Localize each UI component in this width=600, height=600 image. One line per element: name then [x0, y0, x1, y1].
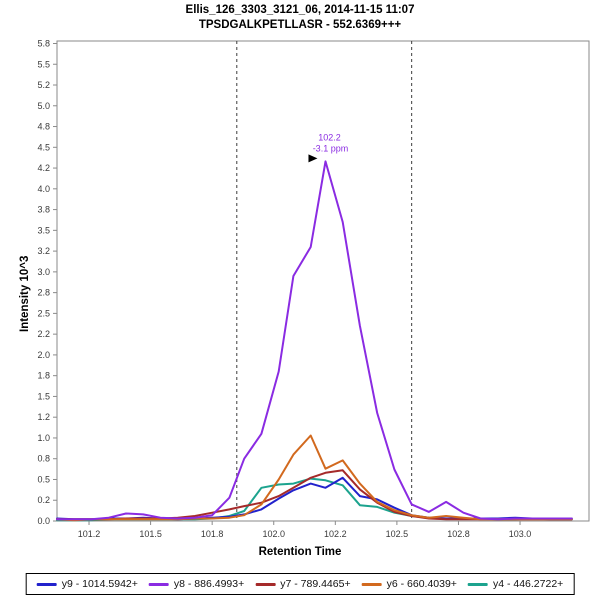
legend-label: y4 - 446.2722+ [492, 578, 564, 590]
y-tick-label: 5.5 [37, 59, 50, 69]
y-tick-label: 3.0 [37, 267, 50, 277]
y-tick-label: 4.0 [37, 184, 50, 194]
legend-line-swatch-icon [361, 582, 382, 586]
y-tick-label: 5.0 [37, 101, 50, 111]
y-tick-label: 3.8 [37, 205, 50, 215]
y-tick-label: 0.5 [37, 474, 50, 484]
legend-label: y9 - 1014.5942+ [61, 578, 138, 590]
y-tick-label: 4.5 [37, 142, 50, 152]
peak-ppm-annotation: -3.1 ppm [313, 143, 349, 153]
y-tick-label: 5.2 [37, 80, 50, 90]
x-axis-label: Retention Time [258, 546, 342, 558]
y-tick-label: 1.8 [37, 371, 50, 381]
x-tick-label: 103.0 [509, 529, 532, 539]
peak-pointer-icon [308, 154, 318, 163]
chart-subtitle: TPSDGALKPETLLASR - 552.6369+++ [198, 19, 402, 31]
trace-y8 [56, 160, 573, 521]
legend-label: y7 - 789.4465+ [280, 578, 351, 590]
legend-item-y4: y4 - 446.2722+ [467, 578, 564, 590]
x-tick-label: 102.2 [324, 529, 347, 539]
x-tick-label: 102.8 [447, 529, 470, 539]
legend-item-y9: y9 - 1014.5942+ [36, 578, 138, 590]
x-tick-label: 102.0 [262, 529, 285, 539]
legend-label: y6 - 660.4039+ [386, 578, 457, 590]
x-tick-label: 101.5 [139, 529, 162, 539]
y-tick-label: 0.8 [37, 454, 50, 464]
legend-line-swatch-icon [467, 582, 488, 586]
legend-item-y6: y6 - 660.4039+ [361, 578, 457, 590]
x-tick-label: 102.5 [386, 529, 409, 539]
y-tick-label: 1.0 [37, 433, 50, 443]
plot-border [56, 40, 590, 522]
x-tick-label: 101.8 [201, 529, 224, 539]
y-tick-label: 2.0 [37, 350, 50, 360]
x-tick-label: 101.2 [78, 529, 101, 539]
y-tick-label: 0.2 [37, 495, 50, 505]
y-tick-label: 3.5 [37, 225, 50, 235]
y-tick-label: 1.2 [37, 412, 50, 422]
y-tick-label: 1.5 [37, 391, 50, 401]
y-tick-label: 2.8 [37, 288, 50, 298]
legend-item-y8: y8 - 886.4993+ [148, 578, 245, 590]
y-tick-label: 4.8 [37, 122, 50, 132]
peak-rt-annotation: 102.2 [318, 132, 341, 142]
legend-line-swatch-icon [36, 582, 57, 586]
y-tick-label: 2.2 [37, 329, 50, 339]
legend-line-swatch-icon [148, 582, 169, 586]
legend-line-swatch-icon [255, 582, 276, 586]
y-tick-label: 3.2 [37, 246, 50, 256]
legend-item-y7: y7 - 789.4465+ [255, 578, 351, 590]
y-tick-label: 4.2 [37, 163, 50, 173]
legend: y9 - 1014.5942+ y8 - 886.4993+ y7 - 789.44… [25, 573, 575, 595]
y-tick-label: 5.8 [37, 38, 50, 48]
chart-title: Ellis_126_3303_3121_06, 2014-11-15 11:07 [185, 4, 415, 16]
y-tick-label: 0.0 [37, 516, 50, 526]
y-tick-label: 2.5 [37, 308, 50, 318]
legend-label: y8 - 886.4993+ [173, 578, 245, 590]
